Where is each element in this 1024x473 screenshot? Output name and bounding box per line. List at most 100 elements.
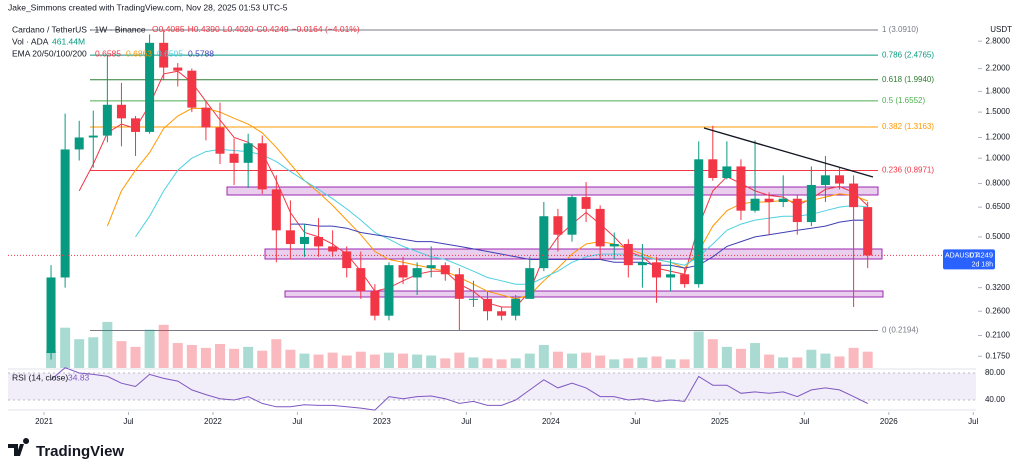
- volume-bar: [764, 354, 775, 368]
- volume-bar: [707, 339, 718, 368]
- volume-bar: [510, 358, 521, 368]
- candle-body: [398, 265, 408, 278]
- volume-bar: [172, 343, 183, 368]
- candle-body: [750, 198, 760, 211]
- volume-bar: [637, 357, 648, 368]
- y-tick-label: 1.5000: [986, 107, 1011, 116]
- y-tick-label: 1.2000: [986, 133, 1011, 142]
- candle-body: [46, 277, 56, 354]
- candle-body: [849, 183, 859, 208]
- ema-line: [290, 219, 868, 269]
- volume-bar: [215, 344, 225, 368]
- header: Jake_Simmons created with TradingView.co…: [8, 2, 288, 12]
- volume-bar: [679, 359, 690, 368]
- x-tick-label: 2024: [542, 417, 560, 426]
- candle-body: [835, 175, 845, 184]
- candle-body: [88, 135, 98, 138]
- candle-body: [525, 268, 535, 299]
- candle-body: [201, 107, 211, 128]
- price-tag-symbol: ADAUSDT: [945, 252, 979, 259]
- volume-value: 461.44M: [52, 36, 85, 46]
- candle-body: [342, 251, 352, 269]
- candle-body: [187, 70, 197, 108]
- volume-bar: [369, 354, 380, 368]
- volume-bar: [721, 346, 732, 368]
- ema-label: EMA 20/50/100/200: [12, 48, 87, 58]
- candle-body: [159, 42, 169, 68]
- fib-label: 0.382 (1.3163): [882, 122, 934, 131]
- candle-body: [243, 143, 253, 163]
- zone: [226, 186, 879, 196]
- rsi-tick-label: 40.00: [985, 395, 1006, 404]
- rsi-band: [8, 373, 976, 400]
- candle-body: [173, 67, 183, 71]
- candle-body: [651, 262, 661, 278]
- volume-bar: [735, 348, 746, 368]
- candle-body: [708, 159, 718, 178]
- volume-bar: [271, 339, 282, 368]
- volume-bar: [552, 351, 563, 368]
- x-tick-label: 2026: [880, 417, 898, 426]
- volume-bar: [538, 344, 549, 368]
- price-tag-value: 0.4249: [970, 250, 993, 259]
- ohlc-item: H0.4390: [188, 24, 220, 34]
- volume-bar: [665, 359, 676, 368]
- y-tick-label: 2.8000: [986, 36, 1011, 45]
- x-tick-label: Jul: [968, 417, 978, 426]
- volume-bar: [792, 357, 803, 368]
- ohlc-item: −0.0164 (−4.01%): [292, 24, 360, 34]
- price-tag: [943, 249, 995, 270]
- candle-body: [539, 216, 549, 269]
- volume-bar: [88, 337, 99, 368]
- volume-bar: [496, 359, 507, 368]
- fib-label: 0 (0.2194): [882, 326, 919, 335]
- candle-body: [102, 104, 112, 136]
- x-tick-label: 2021: [35, 417, 53, 426]
- y-tick-label: 0.8000: [986, 179, 1011, 188]
- fib-label: 0.618 (1.9940): [882, 75, 934, 84]
- x-tick-label: Jul: [630, 417, 640, 426]
- volume-bar: [581, 352, 592, 368]
- volume-bar: [609, 359, 620, 368]
- candle-body: [440, 265, 450, 275]
- candle-body: [567, 197, 577, 235]
- candle-body: [609, 243, 619, 247]
- y-tick-label: 0.1750: [986, 351, 1011, 360]
- candle-body: [454, 274, 464, 299]
- candle-body: [314, 236, 324, 247]
- volume-bar: [158, 324, 169, 368]
- volume-bar: [200, 347, 211, 368]
- y-tick-label: 0.2100: [986, 331, 1011, 340]
- logo: TradingView: [8, 438, 124, 460]
- candle-body: [131, 118, 141, 132]
- candle-body: [468, 298, 478, 300]
- candle-body: [215, 127, 225, 154]
- volume-bar: [130, 346, 141, 368]
- x-tick-label: Jul: [461, 417, 471, 426]
- volume-bar: [299, 353, 310, 368]
- candle-body: [736, 166, 746, 211]
- volume-bar: [468, 357, 479, 368]
- candle-body: [426, 265, 436, 269]
- volume-bar: [651, 356, 662, 368]
- candle-body: [483, 298, 493, 312]
- volume-bar: [116, 341, 127, 368]
- x-tick-label: Jul: [292, 417, 302, 426]
- x-tick-label: 2023: [373, 417, 391, 426]
- rsi-tick-label: 80.00: [985, 368, 1006, 377]
- fib-label: 1 (3.0910): [882, 25, 919, 34]
- candle-body: [356, 268, 366, 292]
- volume-bar: [693, 331, 704, 368]
- candle-body: [299, 236, 309, 244]
- ohlc-item: C0.4249: [257, 24, 289, 34]
- x-tick-label: 2022: [204, 417, 222, 426]
- candle-body: [694, 159, 704, 285]
- candle-body: [722, 166, 732, 178]
- volume-bar: [440, 358, 451, 368]
- ohlc-legend: O0.4085 H0.4390 L0.4020 C0.4249 −0.0164 (−4.…: [152, 24, 360, 34]
- candle-body: [623, 243, 633, 266]
- candle-body: [285, 230, 295, 244]
- volume-bar: [355, 351, 366, 368]
